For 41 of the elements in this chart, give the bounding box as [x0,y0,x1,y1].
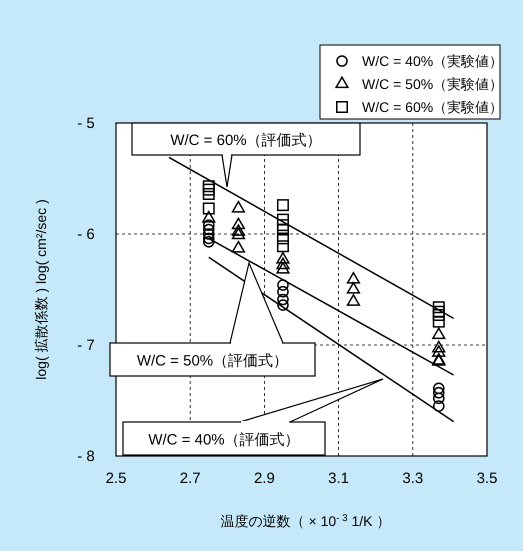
y-axis-title: log( 拡散係数 ) log( cm²/sec ) [33,199,49,380]
annotation: W/C = 50%（評価式） [136,352,288,370]
point [202,202,215,214]
point [432,316,445,328]
x-tick-label: 3.5 [476,470,498,487]
point [276,232,289,244]
y-tick-label: - 6 [77,226,95,243]
x-tick-label: 3.3 [402,470,424,487]
annotation: W/C = 40%（評価式） [148,432,300,448]
legend-label: W/C = 40%（実験値） [362,53,504,69]
point [432,400,445,412]
point [277,299,289,311]
point [276,219,289,232]
legend-label: W/C = 50%（実験値） [362,76,504,92]
legend-label: W/C = 60%（実験値） [362,99,504,115]
x-tick-label: 2.5 [106,470,126,487]
point [432,382,445,394]
point [276,214,289,226]
point [432,392,445,404]
y-tick-label: - 5 [77,115,95,132]
y-tick-label: - 8 [77,448,95,465]
point [202,184,215,196]
point [202,180,215,192]
x-tick-label: 2.9 [254,470,275,487]
y-tick-label: - 7 [77,337,95,354]
x-tick-label: 3.1 [328,470,350,487]
x-axis-title: 温度の逆数（ × 10$^{- 3}$ 1/K ） [220,512,390,529]
point [276,240,289,252]
callout-box: W/C = 50%（評価式） [109,261,316,377]
point [277,279,289,291]
point [276,199,289,212]
annotation: W/C = 60%（評価式） [170,132,322,149]
point [202,219,215,231]
x-tick-label: 2.7 [180,470,201,487]
callout-box: W/C = 40%（評価式） [122,378,384,456]
point [277,294,289,306]
point [277,286,289,298]
point [432,386,445,399]
point [202,236,215,248]
point [202,188,215,200]
point [432,301,445,314]
